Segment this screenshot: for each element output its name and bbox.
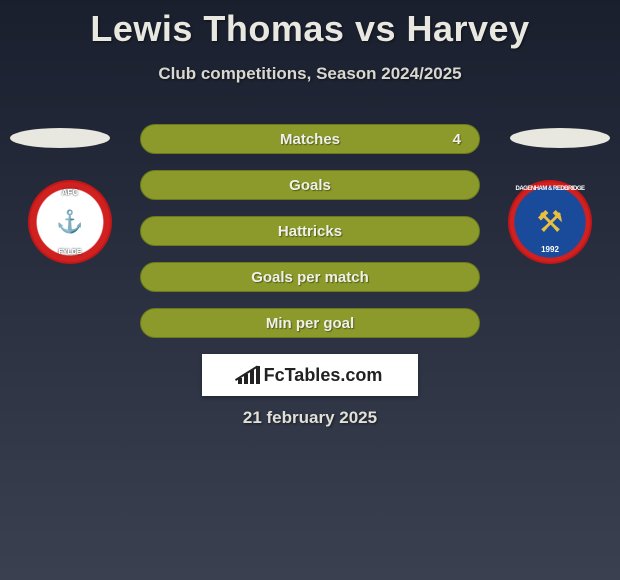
stat-row-hattricks: Hattricks xyxy=(140,216,480,246)
badge-right-text-top: DAGENHAM & REDBRIDGE xyxy=(515,186,584,192)
fctables-logo: FcTables.com xyxy=(202,354,418,396)
subtitle: Club competitions, Season 2024/2025 xyxy=(0,64,620,84)
date-label: 21 february 2025 xyxy=(0,408,620,428)
club-badge-left: AFC FYLDE xyxy=(28,180,112,264)
badge-left-text-bottom: FYLDE xyxy=(59,249,82,256)
chart-icon xyxy=(238,366,260,384)
stat-value-right: 4 xyxy=(453,131,461,148)
stat-label: Matches xyxy=(280,131,340,148)
logo-text: FcTables.com xyxy=(264,365,383,386)
ellipse-left xyxy=(10,128,110,148)
stat-row-goals-per-match: Goals per match xyxy=(140,262,480,292)
page-title: Lewis Thomas vs Harvey xyxy=(0,0,620,50)
badge-right-text-bottom: 1992 xyxy=(541,245,559,254)
stats-container: Matches 4 Goals Hattricks Goals per matc… xyxy=(140,124,480,354)
badge-left-text-top: AFC xyxy=(62,188,78,197)
stat-row-matches: Matches 4 xyxy=(140,124,480,154)
ellipse-right xyxy=(510,128,610,148)
stat-label: Goals xyxy=(289,177,331,194)
stat-label: Goals per match xyxy=(251,269,369,286)
stat-label: Hattricks xyxy=(278,223,342,240)
stat-row-min-per-goal: Min per goal xyxy=(140,308,480,338)
stat-label: Min per goal xyxy=(266,315,354,332)
club-badge-right: DAGENHAM & REDBRIDGE 1992 xyxy=(508,180,592,264)
stat-row-goals: Goals xyxy=(140,170,480,200)
